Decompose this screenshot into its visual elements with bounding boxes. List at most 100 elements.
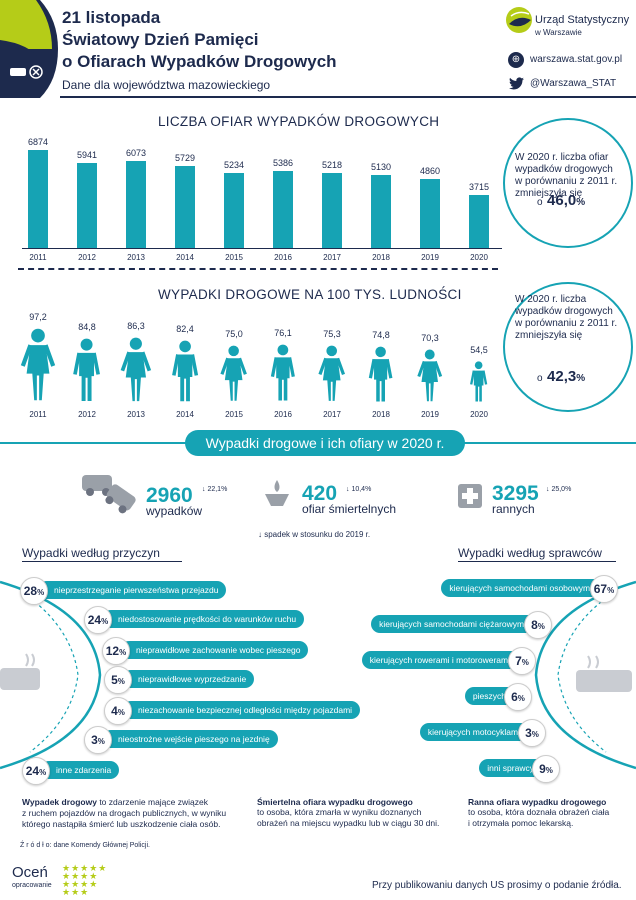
bar-value-label: 75,3	[323, 329, 341, 340]
twitter-link[interactable]: @Warszawa_STAT	[530, 78, 617, 89]
bar	[28, 149, 48, 248]
person-male-icon	[70, 338, 103, 404]
person-female-icon	[19, 328, 57, 404]
bar-value-label: 97,2	[29, 312, 47, 322]
bar-value-label: 5729	[174, 153, 196, 164]
victims-callout	[503, 118, 633, 248]
year-label: 2013	[127, 410, 145, 419]
bar-value-label: 5941	[76, 150, 98, 161]
victims-callout-text: W 2020 r. liczba ofiar wypadków drogowyc…	[515, 152, 617, 200]
perpetrators-underline	[458, 561, 616, 562]
car-crash-icon	[82, 475, 136, 514]
definition-line: którego nastąpiła śmierć lub uszkodzenie…	[22, 819, 221, 829]
section-banner: Wypadki drogowe i ich ofiary w 2020 r.	[185, 430, 465, 456]
year-label: 2017	[323, 253, 341, 262]
perpetrator-label: kierujących samochodami osobowymi	[441, 579, 608, 597]
definition-fatal: Śmiertelna ofiara wypadku drogowego to o…	[257, 797, 457, 829]
stats-note: ↓ spadek w stosunku do 2019 r.	[258, 530, 371, 539]
bar	[224, 173, 244, 248]
cause-percent: 12%	[102, 637, 130, 665]
year-label: 2013	[127, 253, 145, 262]
globe-icon: ⊕	[508, 52, 524, 68]
stat-deaths-change: ↓ 10,4%	[346, 486, 372, 493]
year-label: 2019	[421, 410, 439, 419]
callout-line: w porównaniu z 2011 r.	[515, 318, 618, 329]
year-label: 2016	[274, 410, 292, 419]
person-female-icon	[416, 349, 443, 404]
year-label: 2015	[225, 253, 243, 262]
callout-line: w porównaniu z 2011 r.	[515, 176, 618, 187]
callout-unit: %	[576, 197, 586, 208]
brand-name: Urząd Statystyczny	[535, 14, 630, 26]
stat-accidents-value: 2960	[146, 484, 193, 507]
bar	[77, 163, 97, 248]
bar-value-label: 5386	[272, 158, 294, 169]
bar	[175, 166, 195, 248]
callout-value: 42,3	[547, 368, 577, 385]
person-male-icon	[169, 340, 201, 404]
year-label: 2020	[470, 410, 488, 419]
bar-value-label: 74,8	[372, 329, 390, 340]
page-subtitle: Dane dla województwa mazowieckiego	[62, 78, 271, 92]
title-line-3: o Ofiarach Wypadków Drogowych	[62, 52, 337, 71]
year-label: 2014	[176, 410, 194, 419]
header-badge	[0, 0, 58, 98]
stat-deaths-label: ofiar śmiertelnych	[302, 502, 397, 516]
definition-head: Ranna ofiara wypadku drogowego	[468, 797, 607, 807]
rate-chart-title: WYPADKI DROGOWE NA 100 TYS. LUDNOŚCI	[158, 287, 462, 302]
perpetrator-percent: 3%	[518, 719, 546, 747]
rate-callout-value: o 42,3%	[537, 368, 585, 386]
rate-widget-title[interactable]: Oceń	[12, 864, 48, 881]
year-label: 2015	[225, 410, 243, 419]
cause-label: inne zdarzenia	[40, 761, 120, 779]
cause-label: nieprzestrzeganie pierwszeństwa przejazd…	[38, 581, 227, 599]
callout-line: zmniejszyła się	[515, 188, 583, 199]
year-label: 2020	[470, 253, 488, 262]
callout-line: W 2020 r. liczba ofiar	[515, 152, 609, 163]
website-link[interactable]: warszawa.stat.gov.pl	[530, 54, 623, 65]
callout-unit: %	[576, 373, 586, 384]
brand-logo-icon	[506, 7, 532, 33]
cause-label: niezachowanie bezpiecznej odległości mię…	[122, 701, 361, 719]
person-male-icon	[268, 344, 298, 404]
page-title: 21 listopada Światowy Dzień Pamięci o Of…	[62, 7, 337, 73]
bar-value-label: 54,5	[470, 345, 488, 356]
perpetrator-percent: 9%	[532, 755, 560, 783]
cause-label: nieprawidłowe wyprzedzanie	[122, 670, 255, 688]
year-label: 2012	[78, 253, 96, 262]
year-label: 2017	[323, 410, 341, 419]
bar	[126, 161, 146, 248]
bar-value-label: 5130	[370, 161, 392, 172]
candle-icon	[265, 480, 289, 506]
definition-accident: Wypadek drogowy to zdarzenie mające zwią…	[22, 797, 252, 830]
definition-line: to osoba, która zmarła w wyniku doznanyc…	[257, 807, 422, 817]
change-value: 25,0%	[551, 486, 572, 493]
year-label: 2012	[78, 410, 96, 419]
stats-note-text: spadek w stosunku do 2019 r.	[264, 530, 371, 539]
causes-title: Wypadki według przyczyn	[22, 546, 160, 560]
cause-label: nieprawidłowe zachowanie wobec pieszego	[120, 641, 309, 659]
causes-arc	[0, 580, 102, 770]
stat-injured-label: rannych	[492, 502, 535, 516]
change-value: 22,1%	[207, 486, 228, 493]
change-value: 10,4%	[351, 486, 372, 493]
bar-value-label: 70,3	[421, 333, 439, 344]
cause-percent: 24%	[84, 606, 112, 634]
bar-value-label: 86,3	[127, 320, 145, 331]
callout-value: 46,0	[547, 192, 577, 209]
cause-percent: 5%	[104, 666, 132, 694]
rating-stars-icon[interactable]: ★★★★★ ★★★★ ★★★★ ★★★	[62, 863, 108, 897]
bar-value-label: 5218	[321, 160, 343, 171]
cause-percent: 3%	[84, 726, 112, 754]
bar	[322, 173, 342, 248]
bar-value-label: 3715	[468, 181, 490, 192]
stat-accidents-change: ↓ 22,1%	[202, 486, 228, 493]
brand-city: w Warszawie	[535, 28, 582, 37]
stat-deaths-value: 420	[302, 482, 338, 505]
perpetrators-arc	[534, 580, 636, 770]
rate-widget-subtitle: opracowanie	[12, 882, 52, 889]
bar-value-label: 75,0	[225, 329, 243, 340]
victims-bar-chart: 6874 2011 5941 2012 6073 2013 5729 2014 5234 2015…	[22, 130, 512, 270]
bar-value-label: 82,4	[176, 323, 194, 334]
rate-people-chart: 97,2 2011 84,8 2012 86,3 2013 82,4 2014 75,0 2015…	[19, 300, 512, 425]
